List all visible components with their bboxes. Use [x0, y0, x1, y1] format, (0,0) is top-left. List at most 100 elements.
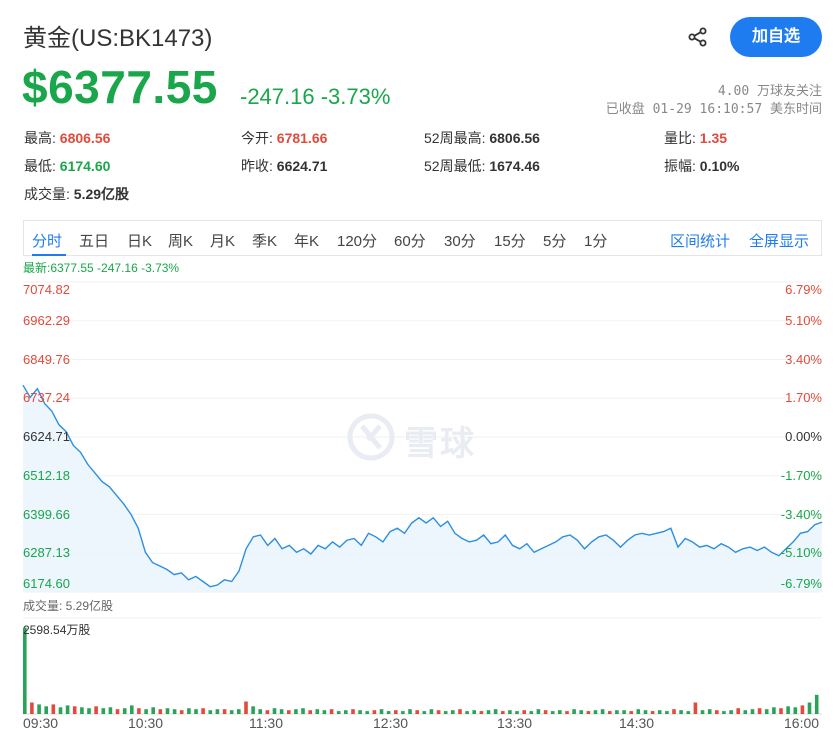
volume-bar — [322, 710, 327, 714]
y-axis-percent-tick: -6.79% — [780, 576, 822, 591]
volume-label: 成交量: 5.29亿股 — [23, 599, 114, 613]
volume-bar — [786, 706, 790, 714]
volume-bar — [23, 627, 27, 714]
tab-30min[interactable]: 30分 — [444, 233, 476, 250]
range-stats-button[interactable]: 区间统计 — [670, 233, 731, 250]
tab-intraday[interactable]: 分时 — [32, 233, 63, 250]
volume-bar — [743, 710, 748, 714]
volume-bar — [94, 706, 98, 714]
volume-bar — [665, 711, 669, 714]
y-axis-percent-tick: -5.10% — [780, 545, 822, 561]
volume-bar — [408, 709, 412, 714]
chart-period-tabs: 分时 五日 日K 周K 月K 季K 年K 120分 60分 30分 15分 5分… — [23, 220, 822, 256]
volume-bar — [750, 709, 755, 714]
tab-five-day[interactable]: 五日 — [79, 233, 110, 250]
volume-bar — [529, 711, 534, 714]
tab-1min[interactable]: 1分 — [584, 233, 608, 250]
volume-bar — [201, 708, 205, 714]
y-axis-price-tick: 6737.24 — [23, 390, 70, 406]
volume-bar — [208, 710, 213, 714]
volume-bar — [465, 711, 469, 714]
volume-bar — [700, 710, 705, 714]
tab-120min[interactable]: 120分 — [337, 233, 378, 250]
volume-bar — [636, 709, 641, 714]
volume-bar — [579, 710, 583, 714]
quote-52wk-high: 52周最高: 6806.56 — [424, 130, 540, 146]
volume-bar — [650, 711, 655, 714]
volume-bar — [565, 711, 569, 714]
x-axis-time-tick: 12:30 — [373, 715, 409, 731]
y-axis-percent-tick: 3.40% — [785, 351, 822, 367]
volume-bar — [615, 710, 619, 714]
volume-bar — [443, 711, 448, 714]
volume-bar — [693, 702, 698, 714]
volume-bar — [679, 710, 683, 714]
volume-bar — [729, 710, 733, 714]
quote-volume: 成交量: 5.29亿股 — [24, 186, 130, 202]
volume-bar — [158, 709, 163, 714]
tab-yearly-k[interactable]: 年K — [294, 233, 320, 250]
market-status: 已收盘 01-29 16:10:57 美东时间 — [605, 102, 822, 117]
volume-bar — [58, 707, 63, 714]
y-axis-percent-tick: 1.70% — [785, 390, 822, 406]
volume-bar — [294, 709, 298, 714]
volume-bar — [479, 711, 484, 714]
tab-daily-k[interactable]: 日K — [127, 233, 153, 250]
x-axis-time-tick: 09:30 — [23, 715, 59, 731]
volume-bar — [572, 709, 576, 714]
followers-count: 4.00 万球友关注 — [717, 84, 822, 99]
tab-60min[interactable]: 60分 — [394, 233, 426, 250]
stock-title: 黄金(US:BK1473) — [23, 25, 213, 52]
volume-bar — [80, 707, 84, 714]
quote-prev-close: 昨收: 6624.71 — [241, 158, 328, 174]
volume-bar — [108, 707, 113, 714]
volume-bar — [358, 710, 362, 714]
volume-bar — [593, 710, 598, 714]
tab-weekly-k[interactable]: 周K — [168, 233, 194, 250]
volume-bar — [629, 711, 633, 714]
volume-bar — [315, 709, 320, 714]
fullscreen-button[interactable]: 全屏显示 — [749, 233, 810, 250]
volume-bar — [130, 705, 134, 714]
volume-bar — [429, 709, 434, 714]
quote-52wk-low: 52周最低: 1674.46 — [424, 158, 540, 174]
volume-bar — [672, 709, 676, 714]
x-axis-time-tick: 13:30 — [497, 715, 533, 731]
y-axis-price-tick: 6624.71 — [23, 429, 70, 444]
volume-bar — [508, 710, 512, 714]
volume-bar — [422, 711, 427, 714]
volume-bar — [215, 709, 220, 714]
current-price: $6377.55 — [22, 61, 218, 113]
y-axis-price-tick: 6512.18 — [23, 467, 70, 483]
y-axis-percent-tick: 0.00% — [785, 429, 822, 444]
quote-volume-ratio: 量比: 1.35 — [664, 130, 728, 146]
volume-bar — [229, 710, 234, 714]
volume-bar — [279, 709, 284, 714]
tab-5min[interactable]: 5分 — [543, 233, 567, 250]
share-icon[interactable] — [687, 26, 709, 48]
tab-quarterly-k[interactable]: 季K — [252, 233, 278, 250]
volume-bar — [472, 710, 476, 714]
volume-bar — [451, 710, 455, 714]
tab-15min[interactable]: 15分 — [494, 233, 526, 250]
volume-bar — [415, 710, 419, 714]
xueqiu-watermark: 雪球 — [346, 412, 506, 463]
volume-bar — [65, 705, 70, 714]
volume-bar — [401, 711, 405, 714]
volume-bar — [222, 709, 227, 714]
volume-bar — [622, 710, 626, 714]
volume-bar — [558, 710, 562, 714]
volume-bar — [436, 710, 441, 714]
volume-bar — [586, 711, 591, 714]
tab-monthly-k[interactable]: 月K — [210, 233, 236, 250]
add-to-watchlist-button[interactable]: 加自选 — [730, 17, 822, 57]
active-tab-indicator — [32, 254, 66, 256]
volume-bar — [772, 707, 776, 714]
volume-bar — [329, 709, 334, 714]
volume-bar — [458, 709, 462, 714]
volume-bar — [72, 706, 77, 714]
volume-bar — [336, 711, 341, 714]
volume-bar — [51, 704, 56, 714]
volume-bar — [365, 711, 369, 714]
